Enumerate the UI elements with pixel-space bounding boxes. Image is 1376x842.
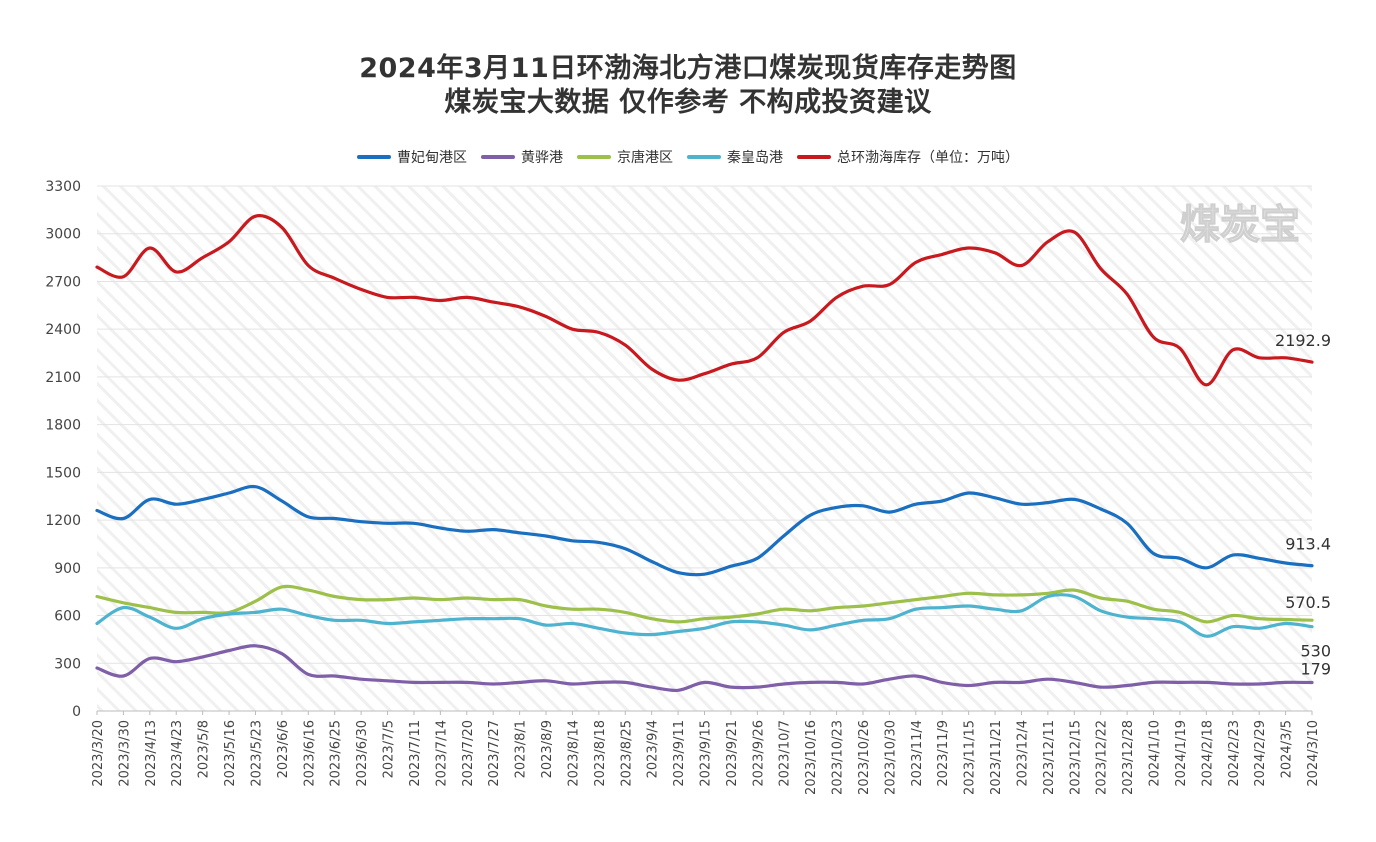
x-tick-label: 2023/7/5 [382,720,397,778]
x-tick-label: 2023/12/11 [1042,720,1057,795]
y-tick-label: 0 [72,704,81,720]
x-tick-label: 2023/10/23 [831,720,846,795]
legend-swatch [357,155,391,159]
x-tick-label: 2024/3/5 [1280,720,1295,778]
x-tick-label: 2023/6/25 [329,720,344,787]
y-tick-label: 300 [54,656,81,672]
series-line [95,644,1314,693]
y-tick-label: 2100 [45,370,81,386]
x-tick-label: 2023/6/30 [355,720,370,787]
chart-subtitle: 煤炭宝大数据 仅作参考 不构成投资建议 [444,87,932,118]
chart-legend: 曹妃甸港区 黄骅港 京唐港区 秦皇岛港 总环渤海库存（单位：万吨） [0,147,1376,167]
x-tick-label: 2023/9/26 [751,720,766,787]
x-axis-ticks: 2023/3/20 2023/3/30 2023/4/13 2023/4/23 2023… [91,711,1321,795]
x-tick-label: 2023/7/11 [408,720,423,787]
y-axis-ticks: 0 300 600 900 1200 1500 1800 2100 2400 2700 3000 33… [45,179,81,720]
x-tick-label: 2023/8/18 [593,720,608,787]
legend-label: 黄骅港 [521,150,563,166]
x-tick-label: 2023/5/8 [197,720,212,778]
x-tick-label: 2023/8/25 [619,720,634,787]
legend-item[interactable]: 黄骅港 [481,147,563,167]
y-tick-label: 2400 [45,322,81,338]
series-line [95,584,1314,624]
legend-label: 秦皇岛港 [727,150,783,166]
x-tick-label: 2023/3/20 [91,720,106,787]
legend-swatch [797,155,831,159]
x-tick-label: 2023/11/21 [989,720,1004,795]
x-tick-label: 2023/4/23 [170,720,185,787]
x-tick-label: 2023/5/23 [249,720,264,787]
y-tick-label: 900 [54,561,81,577]
watermark-text: 煤炭宝 [1180,202,1300,248]
x-tick-label: 2023/9/21 [725,720,740,787]
end-value-label: 530 [1300,642,1331,661]
plot-area [97,186,1312,711]
x-tick-label: 2024/1/10 [1148,720,1163,787]
series-line [95,484,1314,577]
end-value-label: 913.4 [1285,535,1331,554]
x-tick-label: 2023/4/13 [144,720,159,787]
y-tick-label: 1200 [45,513,81,529]
x-tick-label: 2024/2/29 [1253,720,1268,787]
y-tick-label: 3000 [45,227,81,243]
x-tick-label: 2023/8/1 [514,720,529,778]
end-value-label: 179 [1300,660,1331,679]
x-tick-label: 2023/11/4 [910,720,925,787]
x-tick-label: 2023/7/27 [487,720,502,787]
x-tick-label: 2023/6/6 [276,720,291,778]
legend-label: 京唐港区 [617,150,673,166]
y-tick-label: 1800 [45,418,81,434]
legend-swatch [577,155,611,159]
x-tick-label: 2023/10/30 [883,720,898,795]
end-value-labels: 913.4 179 570.5 530 2192.9 [1275,331,1331,678]
x-tick-label: 2023/12/28 [1121,720,1136,795]
legend-item[interactable]: 京唐港区 [577,147,673,167]
series-line [95,593,1314,638]
series-line [95,214,1314,387]
chart-title: 2024年3月11日环渤海北方港口煤炭现货库存走势图 [359,53,1017,84]
x-tick-label: 2023/3/30 [117,720,132,787]
x-tick-label: 2023/7/20 [461,720,476,787]
x-tick-label: 2023/6/16 [302,720,317,787]
legend-item[interactable]: 曹妃甸港区 [357,147,467,167]
x-tick-label: 2023/9/4 [646,720,661,778]
legend-swatch [687,155,721,159]
x-tick-label: 2024/2/18 [1200,720,1215,787]
x-tick-label: 2023/7/14 [434,720,449,787]
x-tick-label: 2023/10/26 [857,720,872,795]
legend-label: 总环渤海库存（单位：万吨） [837,150,1019,166]
x-tick-label: 2023/10/7 [778,720,793,787]
legend-item[interactable]: 秦皇岛港 [687,147,783,167]
x-tick-label: 2023/9/11 [672,720,687,787]
series-lines [95,214,1314,693]
x-tick-label: 2024/3/10 [1306,720,1321,787]
x-tick-label: 2023/12/15 [1068,720,1083,795]
y-tick-label: 1500 [45,465,81,481]
x-tick-label: 2023/12/4 [1015,720,1030,787]
chart-title-block: 2024年3月11日环渤海北方港口煤炭现货库存走势图 煤炭宝大数据 仅作参考 不… [0,52,1376,120]
x-tick-label: 2024/2/23 [1227,720,1242,787]
x-tick-label: 2023/11/15 [963,720,978,795]
x-tick-label: 2023/9/15 [699,720,714,787]
x-tick-label: 2023/11/9 [936,720,951,787]
x-tick-label: 2023/10/16 [804,720,819,795]
x-tick-label: 2024/1/19 [1174,720,1189,787]
end-value-label: 570.5 [1285,593,1331,612]
y-tick-label: 2700 [45,274,81,290]
y-tick-label: 600 [54,609,81,625]
x-tick-label: 2023/8/14 [566,720,581,787]
end-value-label: 2192.9 [1275,331,1331,350]
legend-item[interactable]: 总环渤海库存（单位：万吨） [797,147,1019,167]
x-tick-label: 2023/8/9 [540,720,555,778]
y-tick-label: 3300 [45,179,81,195]
x-tick-label: 2023/5/16 [223,720,238,787]
x-tick-label: 2023/12/22 [1095,720,1110,795]
legend-label: 曹妃甸港区 [397,150,467,166]
legend-swatch [481,155,515,159]
